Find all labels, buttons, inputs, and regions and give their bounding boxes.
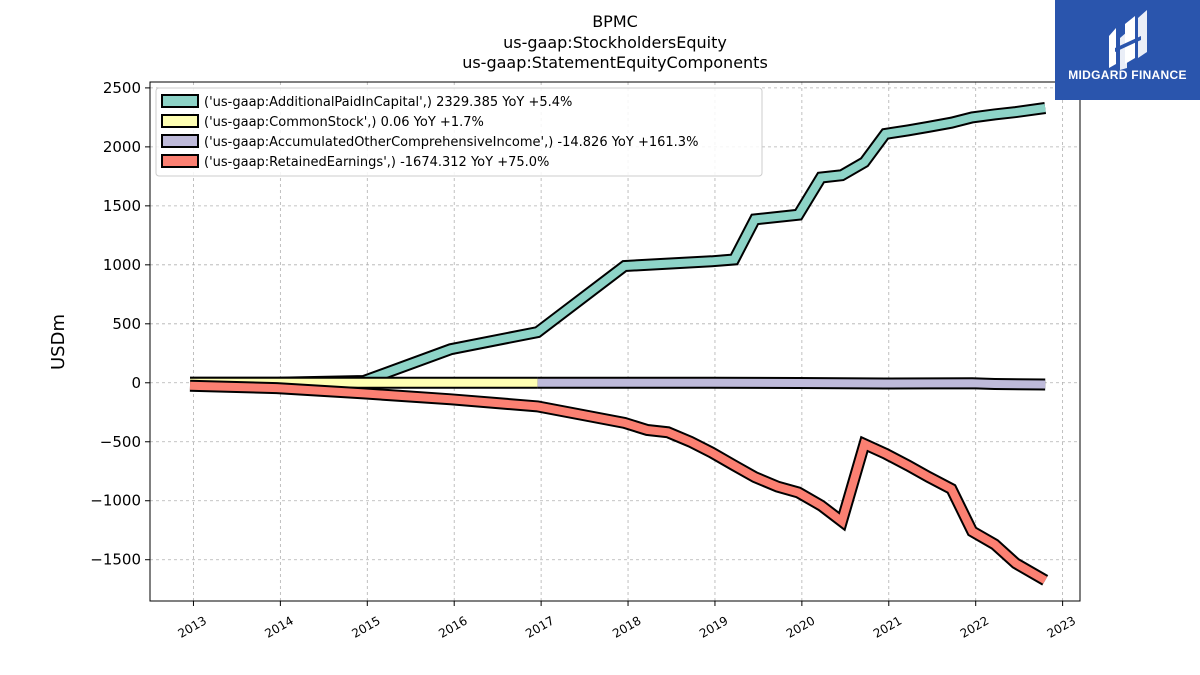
series-line-outline bbox=[189, 379, 1049, 586]
brand-name: MIDGARD FINANCE bbox=[1068, 68, 1187, 82]
x-tick-label: 2023 bbox=[1045, 613, 1078, 640]
y-tick-label: 1000 bbox=[103, 256, 141, 274]
legend-label: ('us-gaap:AccumulatedOtherComprehensiveI… bbox=[204, 135, 698, 150]
legend-label: ('us-gaap:RetainedEarnings',) -1674.312 … bbox=[204, 155, 549, 170]
brand-logo: MIDGARD FINANCE bbox=[1055, 0, 1200, 100]
x-tick-label: 2018 bbox=[610, 613, 643, 640]
series-layer bbox=[189, 102, 1049, 586]
y-tick-label: 1500 bbox=[103, 197, 141, 215]
x-tick-label: 2021 bbox=[871, 613, 904, 640]
plot-frame bbox=[149, 81, 1081, 602]
series-line bbox=[190, 104, 1046, 387]
midgard-logo-icon bbox=[1109, 10, 1147, 70]
y-axis-label: USDm bbox=[48, 314, 69, 370]
y-tick-label: 0 bbox=[131, 374, 141, 392]
legend-swatch bbox=[161, 134, 199, 148]
x-tick-label: 2019 bbox=[697, 613, 730, 640]
title-line-1: BPMC bbox=[592, 12, 638, 31]
x-tick-label: 2016 bbox=[436, 613, 469, 640]
y-tick-label: −1500 bbox=[90, 551, 141, 569]
legend-swatch bbox=[161, 114, 199, 128]
legend-swatch bbox=[161, 94, 199, 108]
x-tick-label: 2017 bbox=[523, 613, 556, 640]
x-tick-label: 2022 bbox=[958, 613, 991, 640]
x-tick-label: 2020 bbox=[784, 613, 817, 640]
y-tick-label: 2500 bbox=[103, 79, 141, 97]
x-tick-label: 2013 bbox=[176, 613, 209, 640]
legend: ('us-gaap:AdditionalPaidInCapital',) 232… bbox=[155, 87, 763, 177]
y-tick-label: −500 bbox=[100, 433, 141, 451]
y-tick-label: 2000 bbox=[103, 138, 141, 156]
series-line bbox=[537, 378, 1046, 389]
series-line bbox=[189, 381, 1048, 584]
legend-label: ('us-gaap:CommonStock',) 0.06 YoY +1.7% bbox=[204, 115, 484, 130]
title-line-2: us-gaap:StockholdersEquity bbox=[503, 33, 727, 52]
y-tick-label: 500 bbox=[112, 315, 141, 333]
x-tick-label: 2015 bbox=[349, 613, 382, 640]
chart-title: BPMC us-gaap:StockholdersEquity us-gaap:… bbox=[462, 12, 768, 72]
legend-swatch bbox=[161, 154, 199, 168]
y-tick-label: −1000 bbox=[90, 492, 141, 510]
y-axis: 2500 2000 1500 1000 500 0 −500 −1000 −1500 bbox=[90, 79, 150, 569]
x-axis: 2013 2014 2015 2016 2017 2018 2019 2020 2021 2022… bbox=[176, 601, 1078, 641]
title-line-3: us-gaap:StatementEquityComponents bbox=[462, 53, 768, 72]
x-tick-label: 2014 bbox=[262, 613, 295, 640]
legend-label: ('us-gaap:AdditionalPaidInCapital',) 232… bbox=[204, 95, 572, 110]
legend-frame bbox=[155, 87, 763, 177]
